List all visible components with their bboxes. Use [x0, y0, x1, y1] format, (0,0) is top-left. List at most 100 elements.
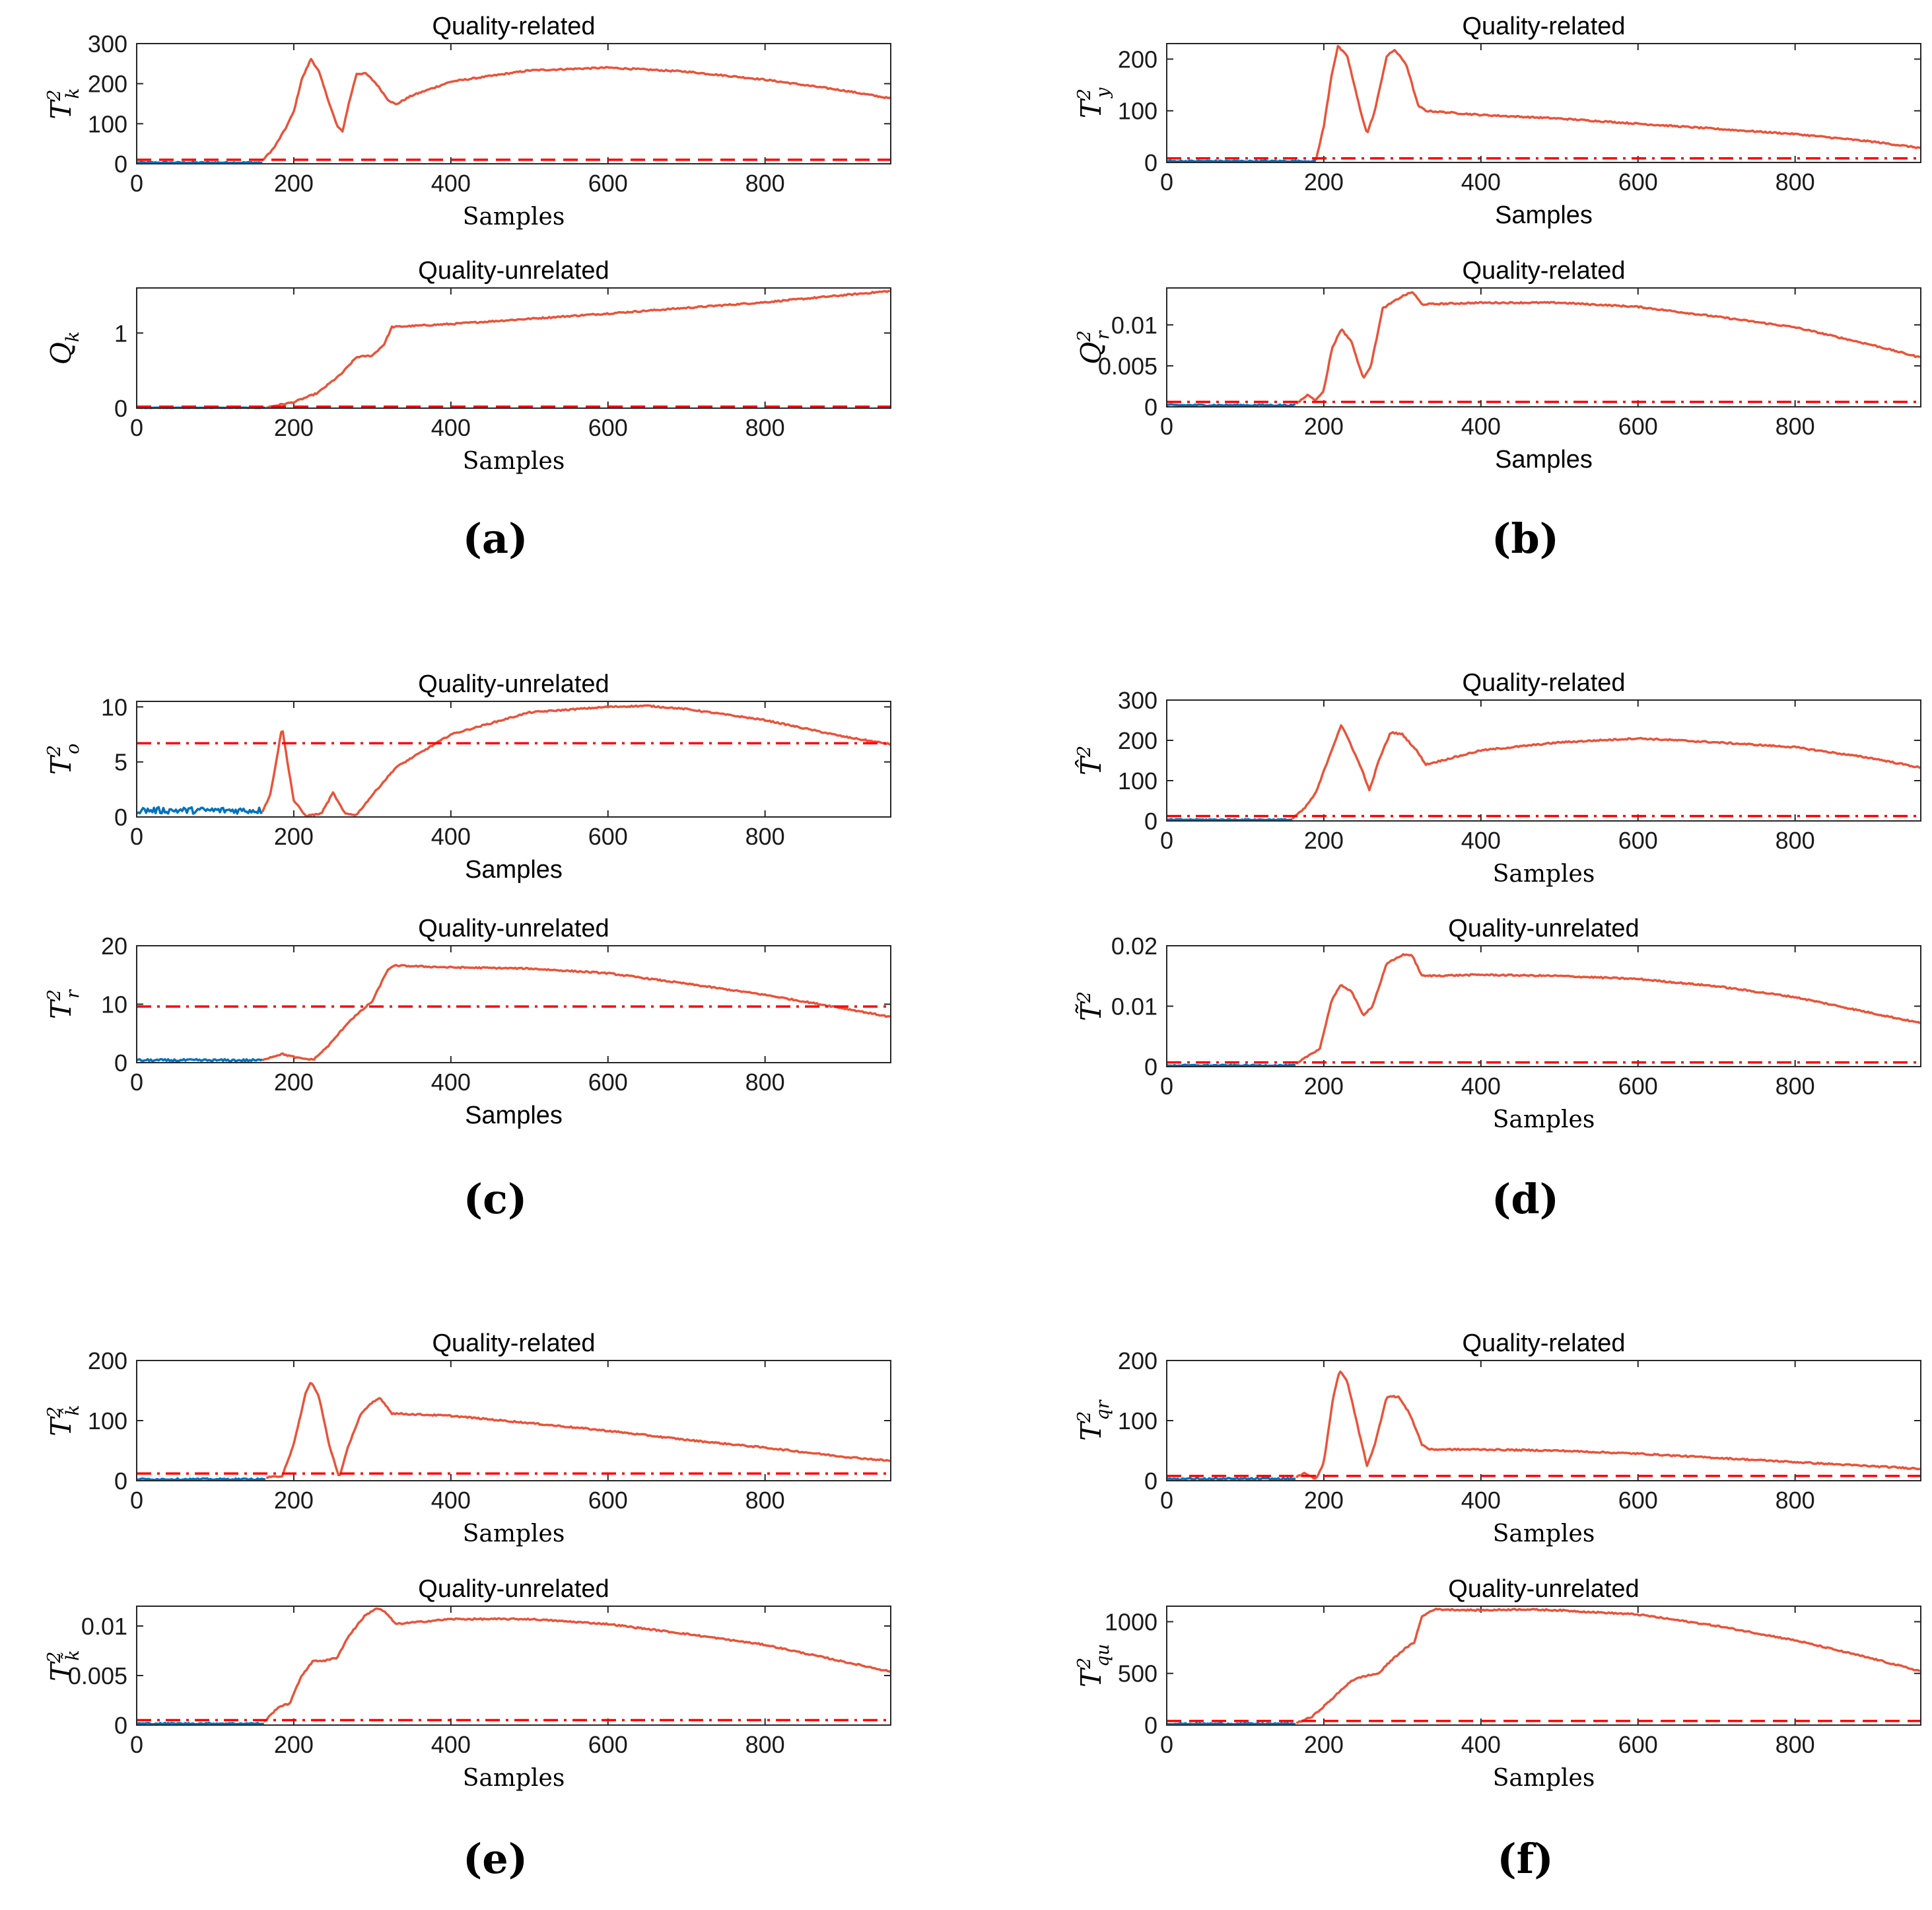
fault-trace [261, 964, 891, 1062]
normal-trace [136, 160, 263, 164]
y-tick-label: 0 [114, 395, 127, 422]
x-tick-label: 600 [588, 170, 628, 197]
x-axis-label: Samples [463, 1520, 565, 1547]
y-axis-label: T2k̂ [44, 1405, 83, 1436]
normal-trace [1166, 1722, 1296, 1726]
x-tick-label: 600 [588, 1731, 628, 1758]
x-tick-label: 400 [431, 1731, 471, 1758]
normal-trace [136, 1057, 263, 1063]
x-tick-label: 0 [1160, 1731, 1173, 1758]
x-tick-label: 200 [1304, 1731, 1344, 1758]
x-axis-label: Samples [1493, 1106, 1595, 1133]
y-tick-label: 0 [114, 1049, 127, 1077]
subplot-title: Quality-unrelated [418, 915, 609, 942]
axes-frame [1166, 1606, 1921, 1726]
y-tick-label: 100 [1118, 1407, 1157, 1434]
y-axis-label: T2r [44, 989, 83, 1019]
y-tick-label: 0.02 [1111, 933, 1157, 960]
y-axis-label: Q2r [1074, 330, 1113, 365]
fault-trace [1315, 44, 1921, 160]
panel-label: (a) [463, 514, 528, 563]
fault-trace [1295, 291, 1921, 405]
x-tick-label: 600 [1618, 1073, 1658, 1100]
fault-trace [266, 1382, 891, 1479]
x-tick-label: 800 [745, 170, 785, 197]
y-tick-label: 0.005 [68, 1662, 127, 1689]
x-tick-label: 400 [431, 1069, 471, 1096]
y-tick-label: 200 [88, 71, 127, 98]
x-tick-label: 600 [588, 823, 628, 850]
y-tick-label: 0 [1144, 394, 1157, 421]
subplot-f-top: Quality-related 0 200 400 600 800 0 100 200 Sampl… [1074, 1329, 1921, 1547]
subplot-a-bottom: Quality-unrelated 0 200 400 600 800 0 1 Samples Q… [45, 257, 891, 475]
normal-trace [1166, 1063, 1296, 1067]
x-tick-label: 800 [1776, 1731, 1815, 1758]
subplot-c-bottom: Quality-unrelated 0 200 400 600 800 0 10 20 Sampl… [44, 915, 891, 1129]
normal-trace [1166, 818, 1293, 822]
x-tick-label: 400 [431, 414, 471, 441]
x-tick-label: 800 [1776, 827, 1815, 854]
x-tick-label: 400 [1461, 168, 1501, 195]
x-tick-label: 400 [431, 1487, 471, 1514]
fault-trace [1295, 1608, 1921, 1724]
x-axis-label: Samples [463, 203, 565, 230]
x-axis-label: Samples [465, 1102, 563, 1129]
x-tick-label: 600 [1618, 827, 1658, 854]
x-tick-label: 0 [130, 170, 143, 197]
axes-frame [136, 701, 891, 818]
y-tick-label: 200 [88, 1347, 127, 1374]
fault-trace [261, 57, 891, 161]
x-tick-label: 200 [274, 414, 314, 441]
y-tick-label: 0 [114, 1468, 127, 1495]
x-tick-label: 600 [1618, 1731, 1658, 1758]
x-axis-label: Samples [463, 1765, 565, 1792]
x-tick-label: 800 [745, 1731, 785, 1758]
x-tick-label: 400 [1461, 1073, 1501, 1100]
subplot-c-top: Quality-unrelated 0 200 400 600 800 0 5 10 Sample… [44, 670, 891, 884]
y-axis-label: T2k [44, 88, 83, 120]
x-tick-label: 0 [130, 823, 143, 850]
axes-frame [1166, 287, 1921, 407]
x-tick-label: 0 [1160, 168, 1173, 195]
y-tick-label: 300 [1118, 687, 1157, 714]
x-tick-label: 200 [274, 823, 314, 850]
x-tick-label: 0 [130, 1069, 143, 1096]
x-tick-label: 400 [431, 823, 471, 850]
x-tick-label: 200 [1304, 1487, 1344, 1514]
x-tick-label: 200 [1304, 413, 1344, 440]
x-axis-label: Samples [465, 856, 563, 884]
y-tick-label: 0 [1144, 1712, 1157, 1739]
axes-frame [136, 1606, 891, 1726]
y-tick-label: 1 [114, 320, 127, 347]
x-tick-label: 600 [588, 414, 628, 441]
x-tick-label: 400 [1461, 413, 1501, 440]
y-tick-label: 0.01 [1111, 312, 1157, 339]
x-tick-label: 600 [1618, 168, 1658, 195]
y-tick-label: 10 [101, 693, 127, 721]
x-tick-label: 0 [130, 414, 143, 441]
x-axis-label: Samples [1493, 1520, 1595, 1547]
x-tick-label: 600 [588, 1069, 628, 1096]
x-tick-label: 200 [274, 1487, 314, 1514]
x-tick-label: 400 [1461, 1487, 1501, 1514]
subplot-title: Quality-related [432, 1329, 595, 1357]
subplot-d-bottom: Quality-unrelated 0 200 400 600 800 0 0.01 0.02 S… [1074, 915, 1921, 1133]
subplot-title: Quality-related [432, 13, 595, 40]
y-tick-label: 200 [1118, 1347, 1157, 1374]
x-tick-label: 0 [1160, 1073, 1173, 1100]
y-tick-label: 0 [1144, 808, 1157, 835]
x-tick-label: 800 [745, 823, 785, 850]
x-tick-label: 200 [1304, 1073, 1344, 1100]
subplot-e-bottom: Quality-unrelated 0 200 400 600 800 0 0.005 0.01… [44, 1575, 891, 1792]
panel-label: (f) [1497, 1835, 1553, 1883]
x-tick-label: 200 [274, 170, 314, 197]
subplot-b-top: Quality-related 0 200 400 600 800 0 100 200 Sampl… [1074, 13, 1921, 229]
x-tick-label: 0 [1160, 827, 1173, 854]
y-tick-label: 1000 [1105, 1608, 1157, 1635]
panel-label: (c) [464, 1175, 527, 1223]
y-tick-label: 100 [1118, 98, 1157, 125]
y-tick-label: 0 [114, 804, 127, 831]
x-tick-label: 600 [588, 1487, 628, 1514]
y-tick-label: 500 [1118, 1660, 1157, 1687]
axes-frame [1166, 945, 1921, 1067]
